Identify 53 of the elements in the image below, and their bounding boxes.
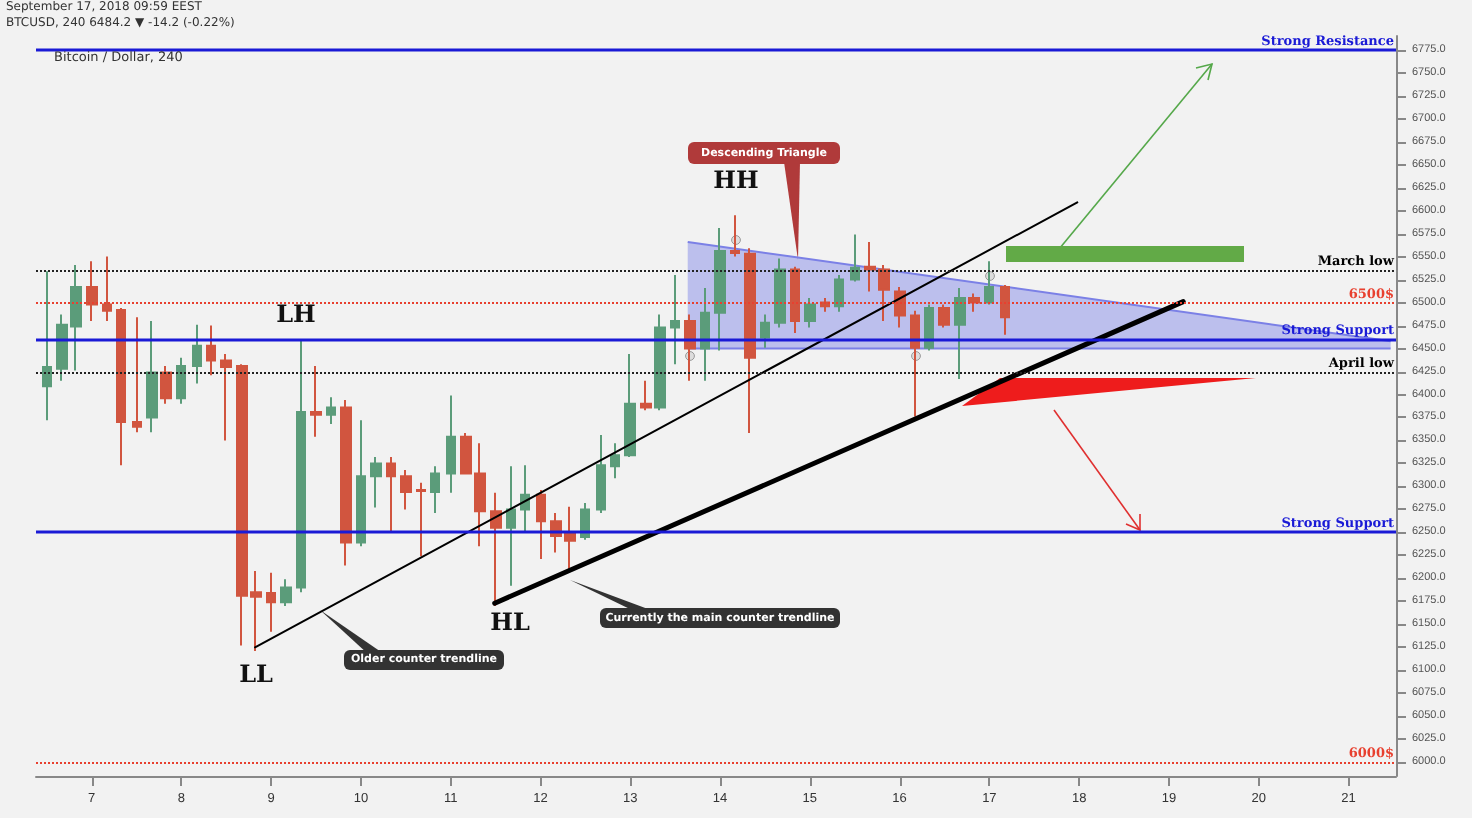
- candlestick: [654, 313, 666, 412]
- candlestick: [146, 319, 158, 434]
- candlestick: [700, 286, 710, 382]
- candlestick: [446, 394, 456, 494]
- candlestick: [580, 501, 590, 541]
- candlestick: [296, 338, 306, 594]
- candlestick: [924, 303, 934, 352]
- candlestick: [520, 464, 530, 534]
- candlestick: [370, 456, 382, 509]
- candlestick: [790, 265, 800, 334]
- annotation: LL: [239, 660, 274, 688]
- candlestick: [416, 481, 426, 558]
- candlestick: [640, 379, 652, 412]
- candlestick: [968, 292, 980, 313]
- candlestick: [804, 296, 816, 329]
- candlestick: [386, 456, 396, 533]
- candlestick: [102, 255, 112, 322]
- candlestick: [610, 442, 620, 480]
- candlestick: [356, 419, 366, 548]
- candlestick: [430, 465, 440, 515]
- candlestick: [714, 227, 726, 352]
- candlestick: [42, 270, 52, 422]
- annotation: HL: [490, 608, 531, 636]
- candlestick: [938, 303, 950, 329]
- candlestick: [206, 324, 216, 377]
- candlestick: [86, 260, 98, 322]
- candlestick: [506, 465, 516, 587]
- candlestick: [834, 274, 844, 313]
- candlestick: [340, 399, 352, 567]
- candlestick: [160, 365, 172, 405]
- candlestick: [220, 353, 232, 442]
- candlestick: [280, 578, 292, 607]
- candlestick: [192, 323, 202, 385]
- candlestick: [744, 247, 756, 435]
- candlestick: [596, 433, 606, 515]
- candlestick: [850, 233, 860, 283]
- candlestick: [176, 356, 186, 405]
- candlestick: [490, 491, 502, 607]
- candlestick: [954, 286, 966, 380]
- candlestick: [400, 468, 412, 511]
- candlestick: [326, 396, 336, 425]
- annotation: LH: [276, 300, 316, 328]
- candlestick: [536, 489, 546, 561]
- candlestick: [1000, 284, 1010, 336]
- candlestick: [670, 274, 680, 366]
- annotation: HH: [713, 166, 759, 194]
- candlestick: [774, 257, 786, 329]
- candlestick: [760, 313, 770, 349]
- candlestick: [266, 571, 276, 633]
- candlestick: [624, 353, 636, 459]
- candlestick: [310, 365, 322, 438]
- candlestick: [132, 316, 142, 434]
- candlestick: [116, 307, 126, 467]
